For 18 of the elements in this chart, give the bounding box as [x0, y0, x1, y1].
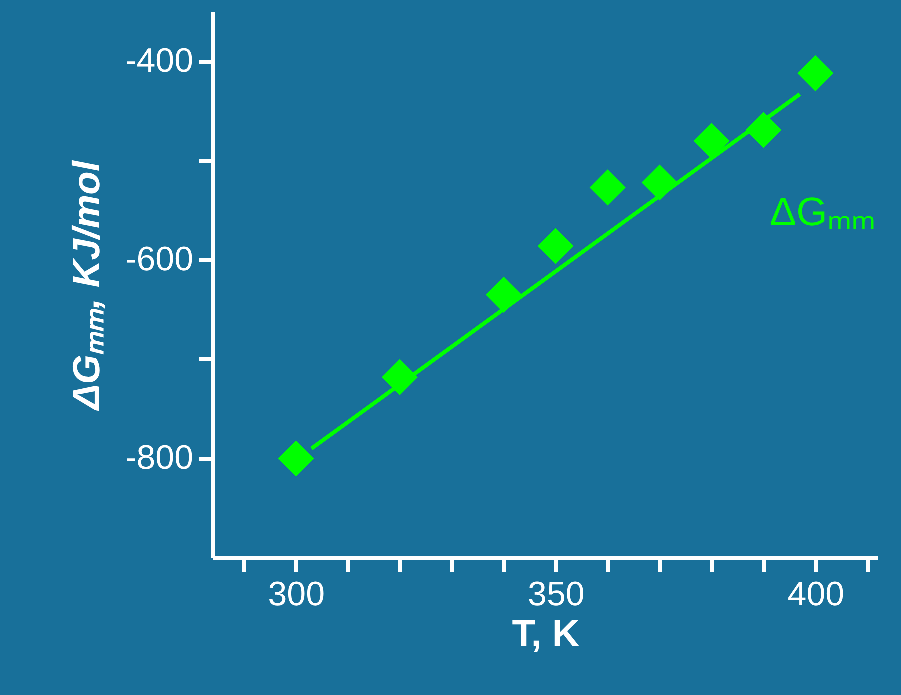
y-tick-label: -600: [125, 240, 194, 279]
point: [486, 276, 522, 313]
y-tick-label: -400: [125, 42, 194, 80]
x-tick-label: 400: [788, 576, 845, 614]
x-tick-label: 300: [268, 576, 325, 614]
point: [590, 170, 626, 206]
point: [746, 112, 782, 148]
x-tick-label: 350: [528, 576, 585, 614]
x-axis-title: T, K: [512, 614, 580, 656]
point: [382, 359, 418, 396]
point: [694, 123, 730, 160]
point: [538, 228, 574, 264]
point: [642, 164, 678, 201]
y-tick-label: -800: [125, 439, 194, 478]
point: [278, 440, 314, 477]
point: [798, 56, 834, 92]
y-axis-title: ΔGₘₘ, KJ/mol: [66, 160, 108, 412]
series-label: ΔGₘₘ: [770, 190, 876, 235]
